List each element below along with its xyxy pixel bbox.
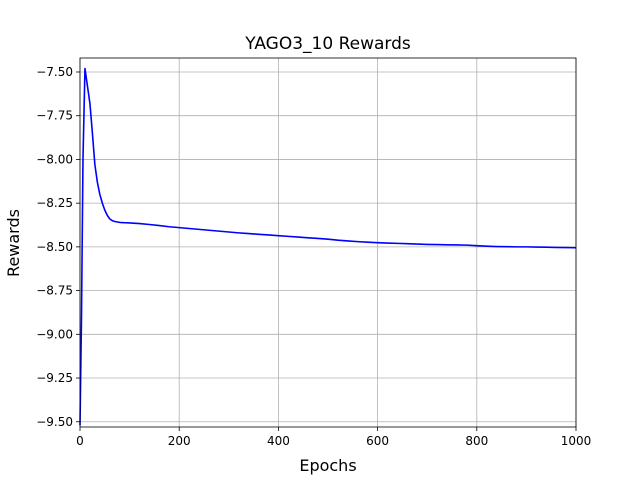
x-tick-label: 400: [267, 434, 290, 448]
y-tick-label: −8.00: [36, 152, 73, 166]
x-tick-label: 800: [465, 434, 488, 448]
y-tick-label: −8.25: [36, 196, 73, 210]
y-tick-label: −8.50: [36, 240, 73, 254]
y-tick-label: −7.75: [36, 109, 73, 123]
y-tick-label: −9.50: [36, 415, 73, 429]
x-tick-label: 200: [168, 434, 191, 448]
x-axis-label: Epochs: [299, 456, 356, 475]
axis-ticks: 0 200 400 600 800 1000 −7.50 −7.75 −8.00 −8.25 −8.…: [36, 65, 591, 448]
x-tick-label: 1000: [561, 434, 592, 448]
chart-title: YAGO3_10 Rewards: [244, 34, 411, 54]
y-tick-label: −9.00: [36, 327, 73, 341]
rewards-series-line: [79, 67, 577, 426]
y-axis-label: Rewards: [4, 209, 23, 277]
x-tick-label: 0: [76, 434, 84, 448]
y-tick-label: −8.75: [36, 284, 73, 298]
series-layer: [79, 67, 577, 426]
x-tick-label: 600: [366, 434, 389, 448]
y-tick-label: −7.50: [36, 65, 73, 79]
plot-frame: [79, 57, 577, 428]
y-tick-label: −9.25: [36, 371, 73, 385]
